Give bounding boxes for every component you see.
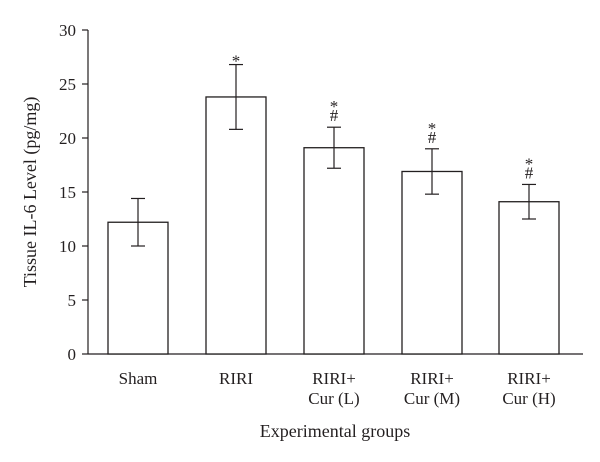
y-tick-label: 25 [59,75,76,94]
significance-hash: # [525,163,534,182]
y-tick-label: 20 [59,129,76,148]
y-ticks: 0 5 10 15 20 25 30 [59,21,88,364]
significance-hash: # [330,106,339,125]
significance-star: * [232,52,241,71]
bar [498,201,560,355]
y-tick-label: 10 [59,237,76,256]
bars: **#*#*# [107,52,560,355]
x-tick-label: RIRI+ [410,369,454,388]
y-tick-label: 0 [68,345,77,364]
category-labels: Sham RIRI RIRI+Cur (L)RIRI+Cur (M)RIRI+Cur… [119,369,556,408]
x-tick-label: RIRI+ [507,369,551,388]
y-tick-label: 5 [68,291,77,310]
x-tick-label: Sham [119,369,158,388]
x-tick-label: Cur (M) [404,389,460,408]
y-axis-title: Tissue IL-6 Level (pg/mg) [20,97,41,288]
x-tick-label: Cur (L) [308,389,359,408]
significance-star: * [428,119,437,138]
y-tick-label: 30 [59,21,76,40]
significance-star: * [525,154,534,173]
bar [303,147,365,355]
x-tick-label: RIRI [219,369,253,388]
bar [205,96,267,355]
x-tick-label: Cur (H) [502,389,555,408]
significance-star: * [330,97,339,116]
significance-hash: # [428,128,437,147]
x-axis-title: Experimental groups [260,421,410,441]
y-tick-label: 15 [59,183,76,202]
bar [401,170,463,355]
x-tick-label: RIRI+ [312,369,356,388]
